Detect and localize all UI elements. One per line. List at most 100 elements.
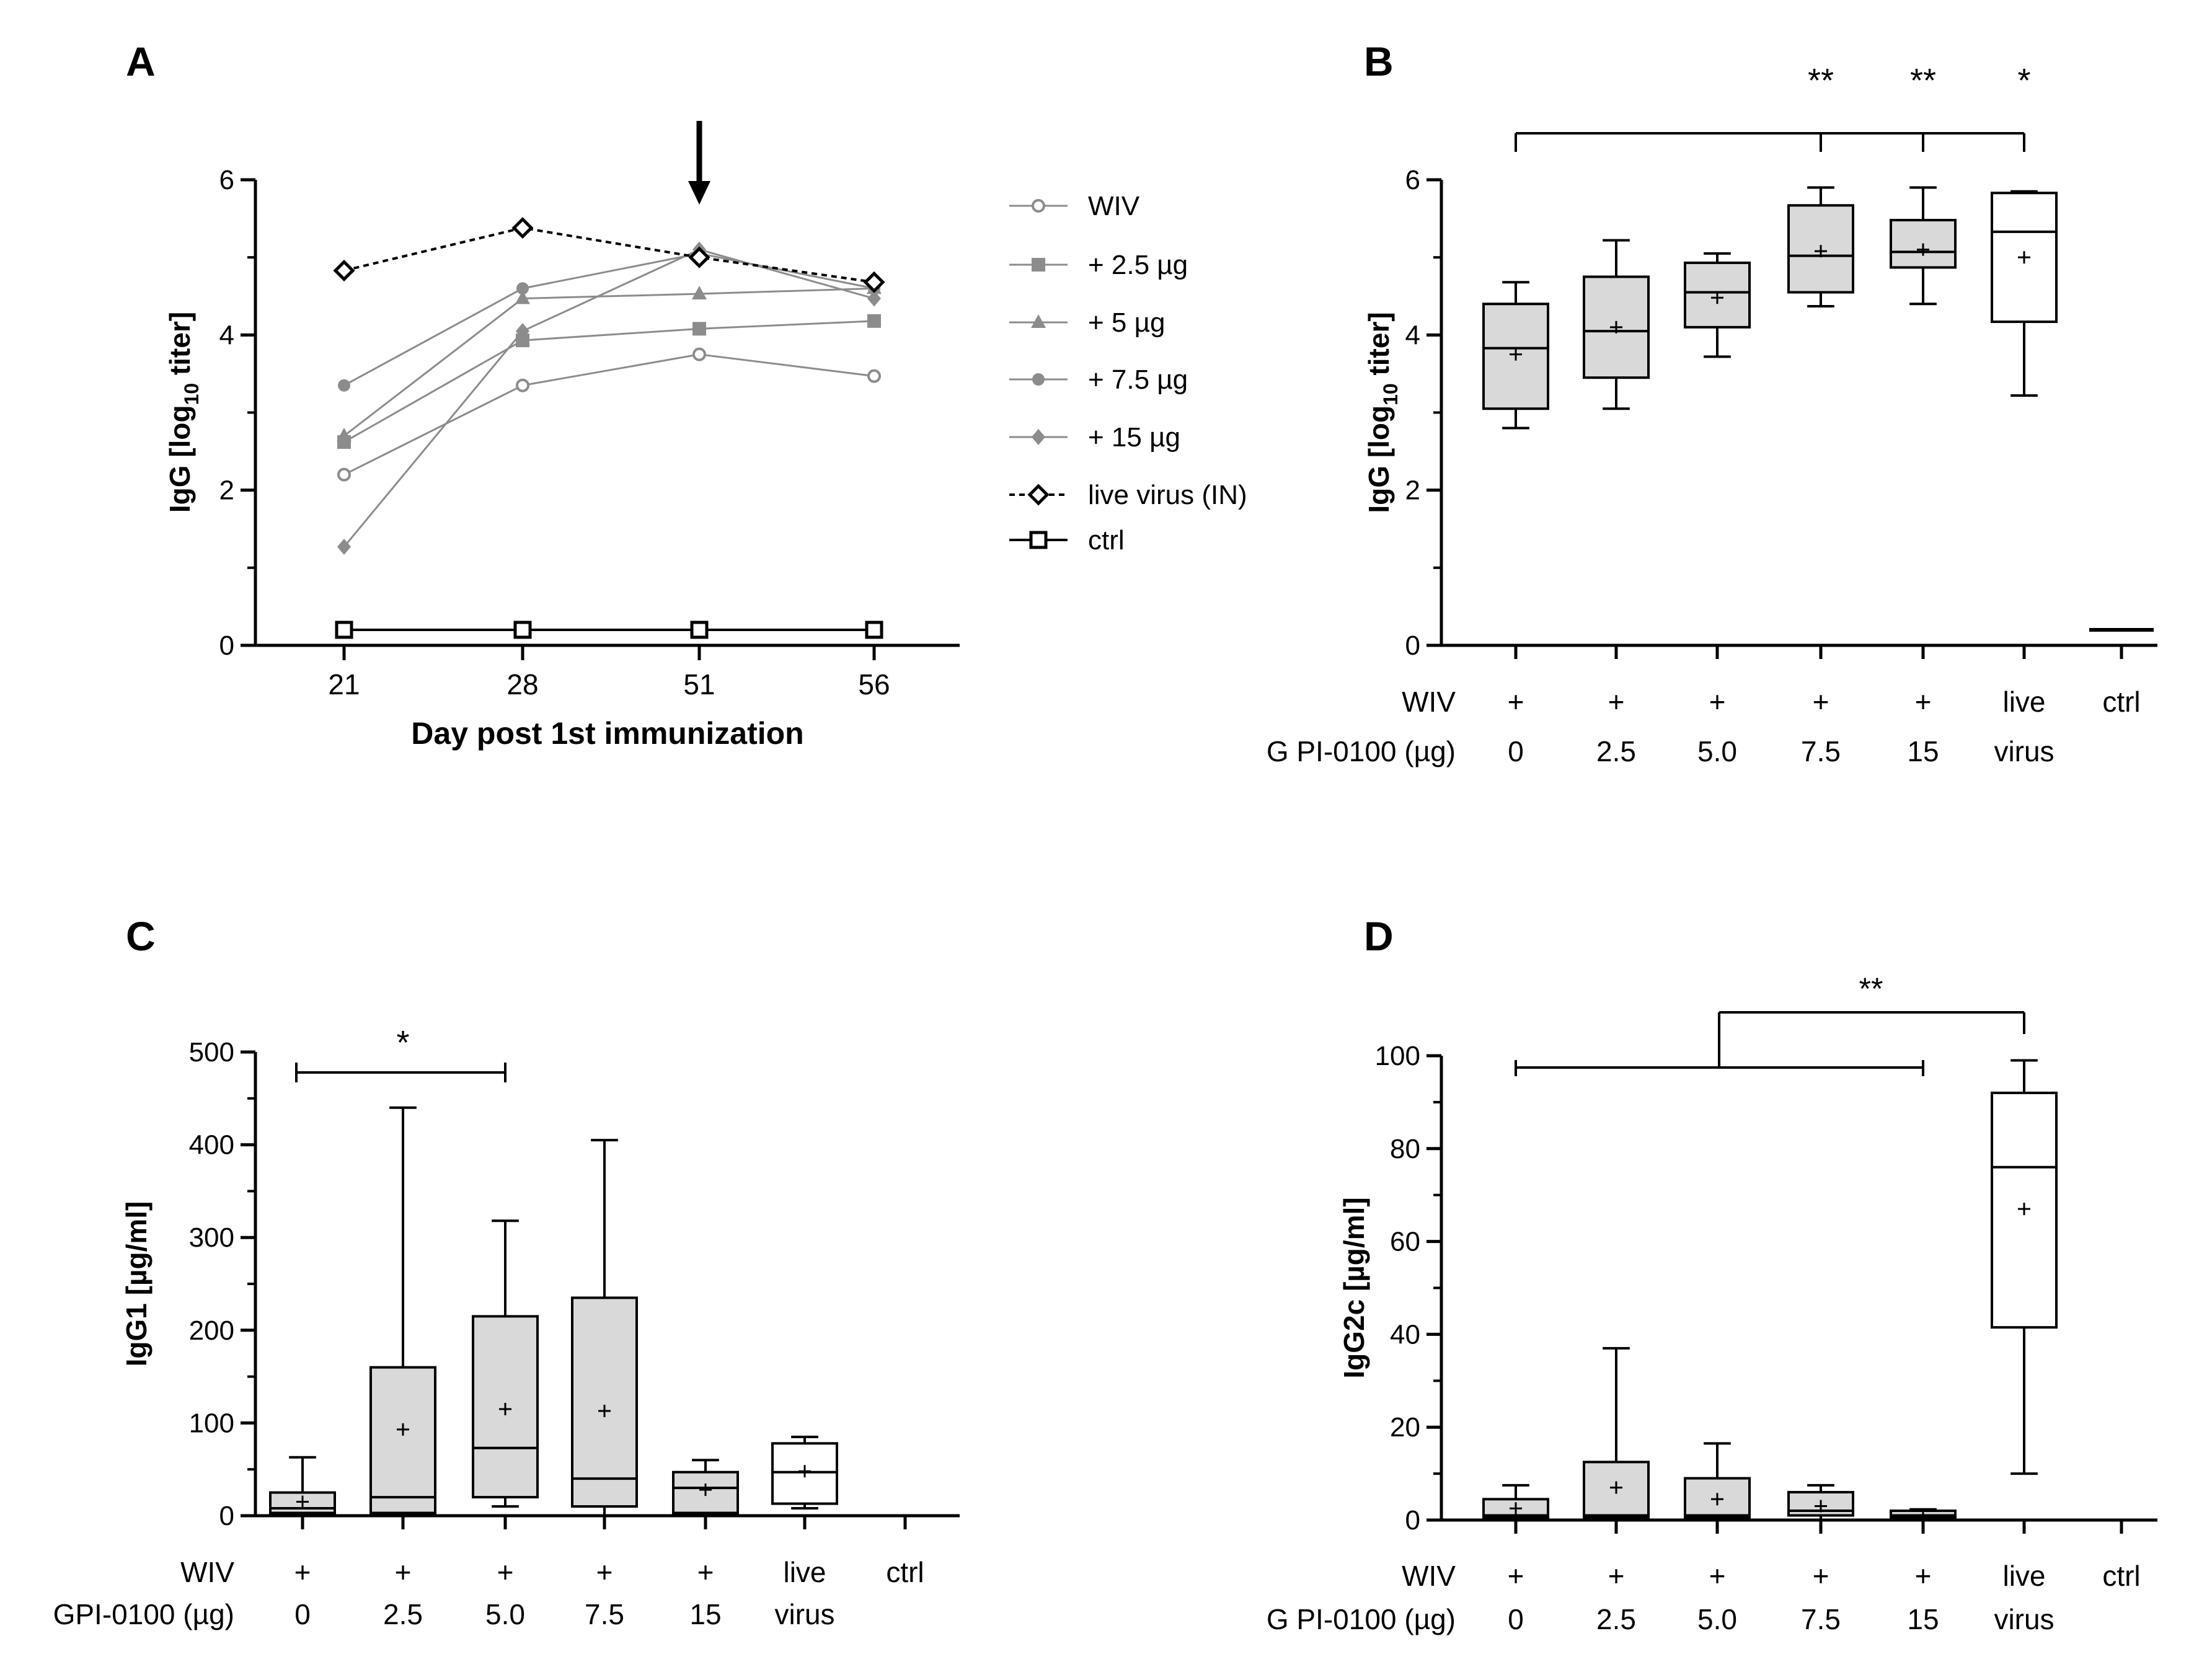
data-point [688,246,710,268]
series-1 [337,314,881,449]
y-tick-label: 0 [1405,1505,1420,1536]
data-point [511,217,534,239]
box-iqr [672,1470,739,1514]
x-axis-title: Day post 1st immunization [411,716,803,751]
data-point [338,379,350,392]
series-6 [335,621,883,639]
gpi-row-label: GPI-0100 (µg) [53,1598,234,1630]
series-5 [333,217,885,293]
panel-b: B 0 2 4 6 IgG [log10 titer] WIV G PI-0100 (µg) +… [1267,38,2157,767]
box-0 [1482,281,1549,430]
series-line [343,320,875,443]
series-2 [337,280,882,442]
data-point [1027,484,1050,506]
panel-c: C 0 100 200 300 400 500 IgG1 [µg/ml] WIV GPI-0100… [53,913,960,1630]
panel-letter: A [126,38,156,84]
panel-letter: D [1364,913,1394,959]
gpi-row-value: 5.0 [1697,1603,1737,1635]
wiv-row-value: + [1608,1560,1625,1592]
y-tick-label: 20 [1390,1412,1420,1443]
y-tick-label: 4 [1405,320,1420,350]
wiv-row-value: + [596,1556,613,1588]
wiv-row-label: WIV [1402,1560,1456,1592]
y-tick-label: 40 [1390,1319,1420,1350]
wiv-row-value: + [697,1556,714,1588]
legend-label: live virus (IN) [1088,480,1247,510]
y-tick-label: 0 [219,1501,234,1531]
data-point [1032,258,1045,272]
gpi-row-value: 7.5 [1801,735,1841,767]
wiv-row-value: live [783,1556,826,1588]
legend-label: + 5 µg [1088,307,1165,338]
data-point [867,290,881,307]
data-point [1032,199,1045,213]
box-4 [672,1459,739,1517]
y-tick-label: 400 [189,1130,234,1161]
y-tick-label: 0 [219,630,234,661]
gpi-row-value: 0 [1508,1603,1524,1635]
legend-label: + 15 µg [1088,422,1180,453]
legend-label: ctrl [1088,525,1125,555]
gpi-row-value: 15 [1907,1603,1939,1635]
wiv-row-value: + [497,1556,514,1588]
y-tick-label: 2 [219,475,234,506]
box-4 [1890,1508,1957,1522]
panel-d: D 0 20 40 60 80 100 IgG2c [µg/ml] WIV G PI-0100 (… [1267,913,2157,1635]
gpi-row-value: 2.5 [383,1598,423,1630]
y-axis-title: IgG2c [µg/ml] [1338,1197,1370,1378]
wiv-row-value: + [1608,686,1625,718]
wiv-row-value: + [1508,686,1524,718]
data-point [1029,531,1048,549]
significance-label: ** [1808,62,1834,99]
gpi-row-value: 15 [689,1598,721,1630]
y-tick-label: 200 [189,1315,234,1346]
wiv-row-value: + [1508,1560,1524,1592]
gpi-row-value: virus [1994,1603,2054,1635]
box-3 [571,1139,638,1517]
y-tick-label: 100 [1375,1041,1420,1071]
x-tick-label: 21 [328,668,360,701]
data-point [692,322,706,336]
wiv-row-value: + [1813,1560,1829,1592]
x-tick-label: 56 [858,668,890,701]
box-5 [1991,190,2058,397]
y-tick-label: 80 [1390,1134,1420,1164]
series-0 [337,347,881,482]
y-tick-label: 4 [219,320,234,350]
y-axis-title-subscript: 10 [180,383,203,405]
box-3 [1787,1483,1854,1521]
y-axis-title-part: titer] [164,312,196,383]
box-2 [472,1219,539,1508]
data-point [337,467,351,482]
gpi-row-value: 2.5 [1596,735,1636,767]
legend-label: + 7.5 µg [1088,365,1188,395]
data-point [865,621,883,639]
box-1 [1583,239,1650,410]
data-point [515,290,530,304]
box-5 [771,1435,838,1510]
legend: WIV + 2.5 µg + 5 µg + 7.5 µg + 15 µg live vir… [1009,191,1247,555]
gpi-row-value: 0 [1508,735,1524,767]
significance-label: ** [1859,971,1883,1006]
box-2 [1684,1442,1751,1521]
series-line [343,249,875,547]
series-line [343,226,875,284]
data-point [863,271,885,293]
y-axis-title-part: IgG [log [164,405,196,513]
y-tick-label: 300 [189,1222,234,1253]
data-point [333,259,355,281]
wiv-row-label: WIV [180,1556,234,1588]
wiv-row-value: + [1709,686,1726,718]
x-tick-label: 51 [683,668,715,701]
data-point [692,347,706,361]
data-point [335,621,353,639]
gpi-row-value: 15 [1907,735,1939,767]
box-3 [1787,186,1854,308]
gpi-row-value: 2.5 [1596,1603,1636,1635]
wiv-row-value: + [294,1556,311,1588]
y-axis-title-subscript: 10 [1379,383,1402,405]
y-axis-title: IgG [log10 titer] [164,312,203,513]
x-tick-label: 28 [506,668,538,701]
gpi-row-value: 7.5 [585,1598,624,1630]
